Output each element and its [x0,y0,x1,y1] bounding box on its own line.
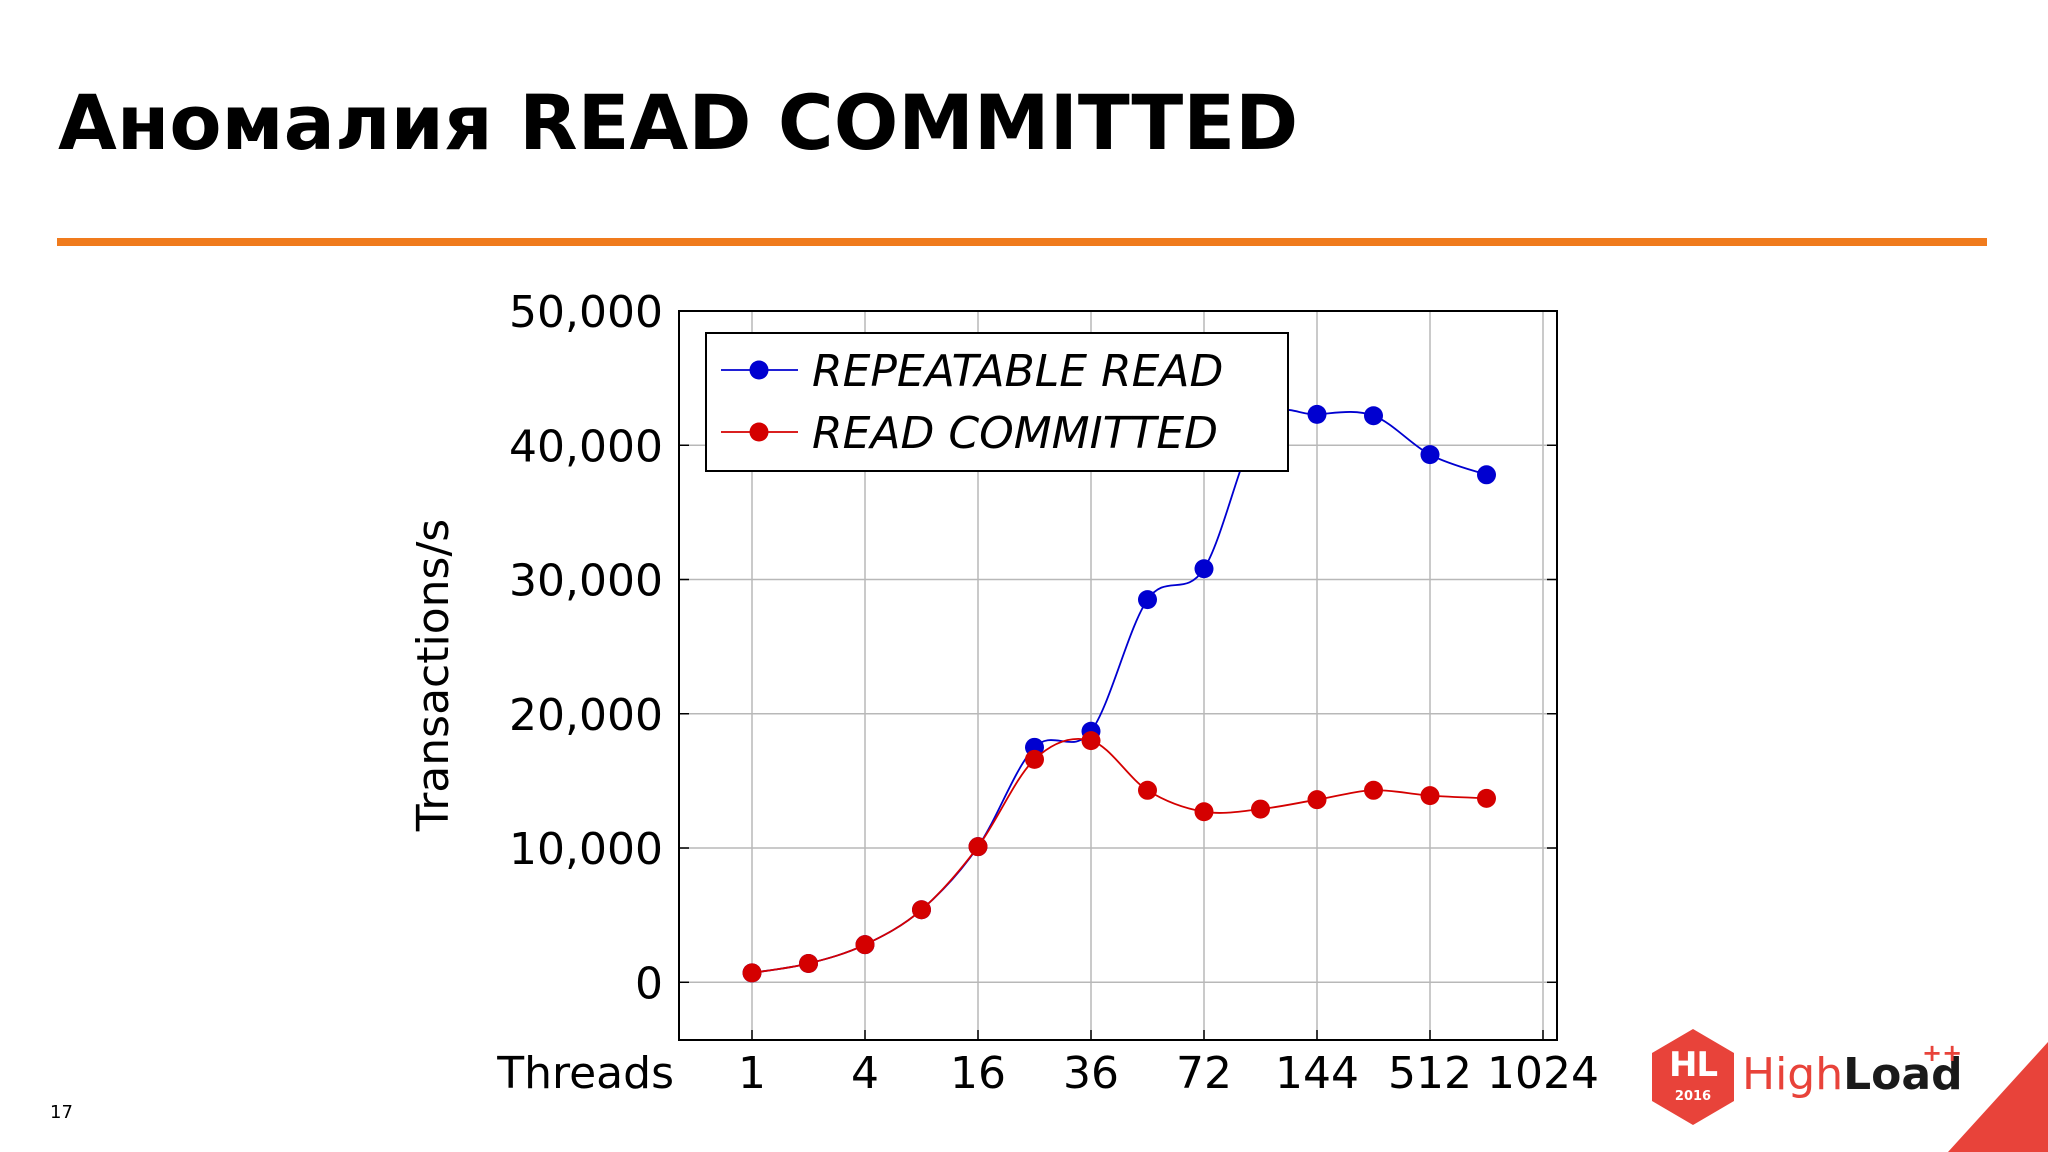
data-point-read-committed [1251,799,1270,819]
plot-frame [678,310,1558,1041]
corner-accent-triangle [1948,1042,2048,1152]
y-tick-label: 20,000 [509,690,663,741]
x-axis-label: Threads [496,1048,674,1099]
y-tick-label: 10,000 [509,824,663,875]
data-point-repeatable-read [1138,590,1157,610]
x-tick-label: 72 [1176,1048,1232,1099]
logo-badge-text: HL [1668,1045,1718,1085]
legend-marker-repeatable-read [749,360,769,380]
x-tick-label: 16 [950,1048,1006,1099]
data-point-read-committed [1194,802,1214,822]
y-tick-label: 40,000 [509,421,663,472]
data-point-read-committed [1420,786,1440,806]
data-point-read-committed [1081,731,1101,751]
logo-name-load: Load [1843,1049,1963,1100]
logo-badge-year: 2016 [1674,1089,1712,1104]
legend-box [705,332,1289,472]
x-tick-label: 144 [1275,1048,1359,1099]
legend-label-repeatable-read: REPEATABLE READ [812,346,1223,397]
logo-wordmark: HighLoad [1742,1049,1963,1100]
data-point-read-committed [1138,780,1157,800]
data-point-read-committed [1307,790,1327,810]
data-point-read-committed [1364,780,1383,800]
page-number: 17 [50,1102,73,1123]
data-point-repeatable-read [1420,445,1440,465]
slide-title: Аномалия READ COMMITTED [58,78,1299,167]
series-line-repeatable-read [751,408,1487,974]
data-point-read-committed [1477,788,1496,808]
data-point-read-committed [968,837,988,857]
data-point-repeatable-read [1194,559,1214,579]
y-tick-label: 0 [635,958,663,1009]
x-tick-label: 1 [738,1048,766,1099]
x-tick-label: 512 [1388,1048,1472,1099]
y-axis-label: Transactions/s [408,519,459,832]
logo-hexagon-icon [1652,1029,1734,1125]
chart-axes: 0 10,000 20,000 30,000 40,000 50,000 1 4 16 36 72 1… [408,287,1599,1099]
legend-label-read-committed: READ COMMITTED [812,408,1218,459]
legend-marker-read-committed [749,422,769,442]
highload-logo: HL 2016 HighLoad ++ [1650,1025,1963,1143]
data-point-read-committed [799,953,818,973]
x-tick-label: 1024 [1487,1048,1599,1099]
chart-plot [742,404,1496,983]
logo-name-high: High [1742,1049,1844,1100]
data-point-read-committed [742,963,762,983]
y-tick-label: 50,000 [509,287,663,338]
chart-legend: REPEATABLE READ READ COMMITTED [705,332,1289,472]
data-point-repeatable-read [1477,465,1496,485]
x-tick-label: 4 [851,1048,879,1099]
data-point-read-committed [912,900,931,920]
data-point-repeatable-read [1307,404,1327,424]
title-underline [57,238,1987,246]
y-tick-label: 30,000 [509,556,663,607]
data-point-repeatable-read [1364,406,1383,426]
x-tick-label: 36 [1063,1048,1119,1099]
data-point-read-committed [855,935,875,955]
data-point-read-committed [1025,749,1044,769]
